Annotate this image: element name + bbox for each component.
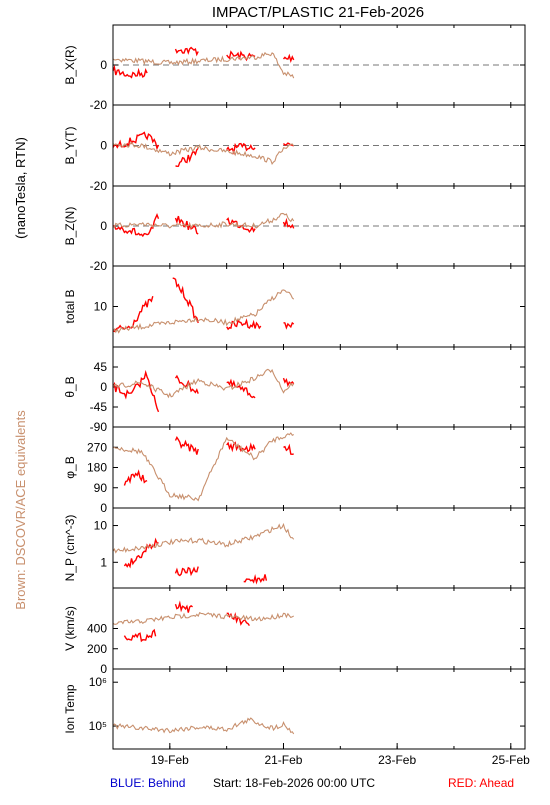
series-dscovr xyxy=(112,141,295,166)
panel-frame xyxy=(112,507,526,589)
y-tick-label: 1 xyxy=(100,555,107,569)
series-ahead xyxy=(283,443,294,456)
series-ahead xyxy=(174,600,193,613)
panel-8: 10⁵ 10⁶ Ion Temp xyxy=(63,668,526,750)
series-ahead xyxy=(282,53,295,63)
y-tick-label: -20 xyxy=(90,98,108,112)
series-ahead xyxy=(123,469,148,486)
y-tick-label: 180 xyxy=(87,461,107,475)
series-ahead xyxy=(174,566,199,577)
series-dscovr xyxy=(112,522,295,554)
series-ahead xyxy=(226,318,262,331)
series-ahead xyxy=(226,142,256,156)
footer-start: Start: 18-Feb-2026 00:00 UTC xyxy=(213,776,375,790)
series-dscovr xyxy=(112,289,295,334)
series-ahead xyxy=(174,215,199,235)
footer-red: RED: Ahead xyxy=(448,776,514,790)
series-ahead xyxy=(226,217,256,234)
y-tick-label: 400 xyxy=(87,622,107,636)
x-axis: 19-Feb 21-Feb 23-Feb 25-Feb xyxy=(151,743,530,767)
x-tick-label: 19-Feb xyxy=(151,753,189,767)
y-tick-label: -20 xyxy=(90,179,108,193)
series-ahead xyxy=(243,574,268,585)
series-ahead xyxy=(175,147,199,168)
series-ahead xyxy=(174,46,199,57)
series-ahead xyxy=(172,277,199,324)
y-tick-label: 0 xyxy=(100,501,107,515)
y-tick-label: 90 xyxy=(94,481,108,495)
series-ahead xyxy=(282,217,295,229)
panel-frame xyxy=(112,346,526,428)
series-dscovr xyxy=(112,611,294,625)
series-dscovr xyxy=(112,432,294,502)
y-tick-label: 200 xyxy=(87,642,107,656)
y-axis-label: φ_B xyxy=(63,456,77,478)
panel-7: 0 200 400 V (km/s) xyxy=(63,587,526,676)
y-tick-label: 0 xyxy=(100,219,107,233)
left-label-brown: Brown: DSCOVR/ACE equivalents xyxy=(13,410,28,610)
series-ahead xyxy=(123,628,157,643)
y-tick-label: 0 xyxy=(100,380,107,394)
y-tick-label: -90 xyxy=(90,420,108,434)
panel-frame xyxy=(112,668,526,750)
series-ahead xyxy=(112,212,160,238)
x-tick-label: 23-Feb xyxy=(378,753,416,767)
y-tick-label: 10⁶ xyxy=(89,675,107,689)
series-ahead xyxy=(112,131,160,151)
panel-3: 10 total B xyxy=(63,265,526,348)
series-ahead xyxy=(226,50,256,62)
y-tick-label: 10 xyxy=(94,519,108,533)
y-tick-label: 10 xyxy=(94,300,108,314)
series-ahead xyxy=(123,537,159,569)
series-ahead xyxy=(112,64,148,79)
y-tick-label: 0 xyxy=(100,58,107,72)
panel-6: 1 10 N_P (cm^-3) xyxy=(63,507,526,589)
panel-5: 0 90 180 270 φ_B xyxy=(63,426,526,515)
series-ahead xyxy=(282,377,295,388)
y-axis-label: Ion Temp xyxy=(63,684,77,733)
y-axis-label: total B xyxy=(63,289,77,323)
series-ahead xyxy=(226,441,256,453)
panel-frame xyxy=(112,587,526,670)
left-label-units: (nanoTesla, RTN) xyxy=(13,137,28,239)
series-ahead xyxy=(174,374,199,394)
series-ahead xyxy=(112,369,160,413)
y-tick-label: -20 xyxy=(90,259,108,273)
series-ahead xyxy=(226,378,256,399)
series-ahead xyxy=(282,142,295,147)
y-axis-label: N_P (cm^-3) xyxy=(63,515,77,582)
series-dscovr xyxy=(112,51,295,79)
series-dscovr xyxy=(112,368,295,399)
plot-title: IMPACT/PLASTIC 21-Feb-2026 xyxy=(212,4,424,21)
y-axis-label: B_Y(T) xyxy=(63,126,77,164)
y-tick-label: -45 xyxy=(90,400,108,414)
panel-2: -20 0 B_Z(N) xyxy=(63,185,526,273)
series-dscovr xyxy=(112,212,295,230)
y-tick-label: 270 xyxy=(87,440,107,454)
footer-blue: BLUE: Behind xyxy=(110,776,185,790)
x-tick-label: 21-Feb xyxy=(264,753,302,767)
panel-1: -20 0 B_Y(T) xyxy=(63,104,526,193)
series-ahead xyxy=(174,435,199,455)
y-axis-label: θ_B xyxy=(63,376,77,397)
series-dscovr xyxy=(112,717,295,735)
panel-4: -90 -45 0 45 θ_B xyxy=(63,346,526,434)
y-tick-label: 45 xyxy=(94,360,108,374)
panel-0: -20 0 B_X(R) xyxy=(63,24,526,112)
y-tick-label: 10⁵ xyxy=(89,719,107,733)
y-axis-label: V (km/s) xyxy=(63,606,77,651)
y-tick-label: 0 xyxy=(100,139,107,153)
y-axis-label: B_Z(N) xyxy=(63,207,77,246)
y-tick-label: 0 xyxy=(100,662,107,676)
series-ahead xyxy=(283,321,295,330)
x-tick-label: 25-Feb xyxy=(492,753,530,767)
y-axis-label: B_X(R) xyxy=(63,45,77,84)
